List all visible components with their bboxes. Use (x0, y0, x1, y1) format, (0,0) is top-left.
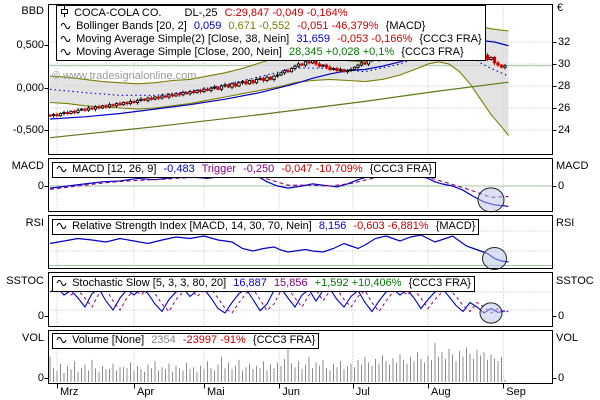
macd-line (49, 171, 509, 207)
sma200-scope: {CCC3 FRA} (401, 46, 464, 58)
bollinger-scope: {MACD} (385, 20, 426, 32)
bollinger-value: 0,059 (193, 20, 222, 32)
macd-change: -0,047 -10,709% (281, 163, 363, 175)
pane-title-rsi-left: RSI (25, 217, 44, 229)
pane-borders (44, 4, 557, 389)
vol-label: Volume [None] (72, 334, 145, 346)
pane-title-rsi-right: RSI (556, 217, 575, 229)
rsi-line (49, 234, 509, 263)
macd-trigger-value: -0,250 (243, 163, 275, 175)
legend-row-vol: Volume [None] 2354 -23997 -91% {CCC3 FRA… (56, 334, 315, 347)
instrument-name: COCA-COLA CO. (74, 7, 162, 19)
macd-trigger-line (49, 173, 509, 198)
legend-row-rsi: Relative Strength Index [MACD, 14, 30, 7… (56, 220, 475, 233)
bollinger-lower-line (49, 61, 509, 136)
bollinger-band-values: 0,671 -0,552 (228, 20, 291, 32)
sma200-label: Moving Average Simple [Close, 200, Nein] (76, 46, 282, 58)
pane-title-macd-left: MACD (11, 160, 44, 172)
sstoc-scope: {CCC3 FRA} (408, 277, 471, 289)
pane-title-sstoc-right: SSTOC (556, 275, 594, 287)
vol-value: 2354 (151, 334, 176, 346)
watermark: © www.tradesignalonline.com (52, 70, 197, 82)
rsi-change: -0,603 -6,881% (353, 220, 429, 232)
sstoc-d-value: 15,856 (273, 277, 308, 289)
wave-icon (60, 20, 71, 33)
sstoc-change: +1,592 +10,406% (314, 277, 402, 289)
wave-icon (60, 33, 71, 46)
volume-bars (49, 338, 506, 382)
wave-icon (56, 220, 67, 233)
pane-title-vol-left: VOL (21, 332, 44, 344)
highlight-circle (477, 187, 505, 213)
wave-icon (56, 334, 67, 347)
price-pane-legend[interactable]: COCA-COLA CO. DL-,25 C:29,847 -0,049 -0,… (56, 5, 486, 61)
vol-pane-legend[interactable]: Volume [None] 2354 -23997 -91% {CCC3 FRA… (52, 333, 320, 349)
highlight-circle (479, 302, 503, 324)
legend-row-sstoc: Stochastic Slow [5, 3, 3, 80, 20] 16,887… (56, 277, 471, 290)
rsi-scope: {MACD} (435, 220, 476, 232)
pane-title-sstoc-left: SSTOC (6, 275, 44, 287)
sma38-value: 31,659 (296, 33, 330, 45)
macd-pane-legend[interactable]: MACD [12, 26, 9] -0,483 Trigger -0,250 -… (52, 162, 437, 178)
macd-label: MACD [12, 26, 9] (72, 163, 157, 175)
vol-change: -23997 -91% (182, 334, 246, 346)
macd-scope: {CCC3 FRA} (369, 163, 433, 175)
sma200-value: 28,345 +0,028 +0,1% (288, 46, 395, 58)
pane-title-euro-right: € (557, 2, 564, 14)
macd-value: -0,483 (163, 163, 195, 175)
legend-row-bollinger: Bollinger Bands [20, 2] 0,059 0,671 -0,5… (60, 20, 482, 33)
sstoc-k-value: 16,887 (233, 277, 267, 289)
wave-icon (56, 163, 67, 176)
instrument-quote: C:29,847 -0,049 -0,164% (224, 7, 348, 19)
instrument-type: DL-,25 (184, 7, 218, 19)
macd-trigger-label: Trigger (201, 163, 236, 175)
sstoc-pane-legend[interactable]: Stochastic Slow [5, 3, 3, 80, 20] 16,887… (52, 276, 475, 292)
bollinger-change: -0,051 -46,379% (297, 20, 379, 32)
vol-scope: {CCC3 FRA} (252, 334, 316, 346)
sma38-scope: {CCC3 FRA} (419, 33, 482, 45)
highlight-circle (482, 246, 507, 271)
legend-row-instrument: COCA-COLA CO. DL-,25 C:29,847 -0,049 -0,… (60, 6, 482, 20)
pane-title-bbd-left: BBD (21, 5, 44, 17)
wave-icon (56, 277, 67, 290)
legend-row-macd: MACD [12, 26, 9] -0,483 Trigger -0,250 -… (56, 163, 432, 176)
pane-title-vol-right: VOL (556, 332, 579, 344)
rsi-label: Relative Strength Index [MACD, 14, 30, 7… (72, 220, 312, 232)
sma38-change: -0,053 -0,166% (337, 33, 413, 45)
rsi-pane-legend[interactable]: Relative Strength Index [MACD, 14, 30, 7… (52, 219, 480, 235)
wave-icon (60, 46, 71, 59)
sma38-label: Moving Average Simple(2) [Close, 38, Nei… (76, 33, 290, 45)
pane-title-macd-right: MACD (556, 160, 589, 172)
rsi-value: 8,156 (318, 220, 347, 232)
sma200-line (49, 81, 509, 139)
bollinger-band-fill (50, 25, 509, 136)
candlestick-icon (60, 6, 69, 20)
sstoc-label: Stochastic Slow [5, 3, 3, 80, 20] (72, 277, 227, 289)
legend-row-sma38: Moving Average Simple(2) [Close, 38, Nei… (60, 33, 482, 46)
bollinger-label: Bollinger Bands [20, 2] (76, 20, 187, 32)
legend-row-sma200: Moving Average Simple [Close, 200, Nein]… (60, 46, 482, 59)
